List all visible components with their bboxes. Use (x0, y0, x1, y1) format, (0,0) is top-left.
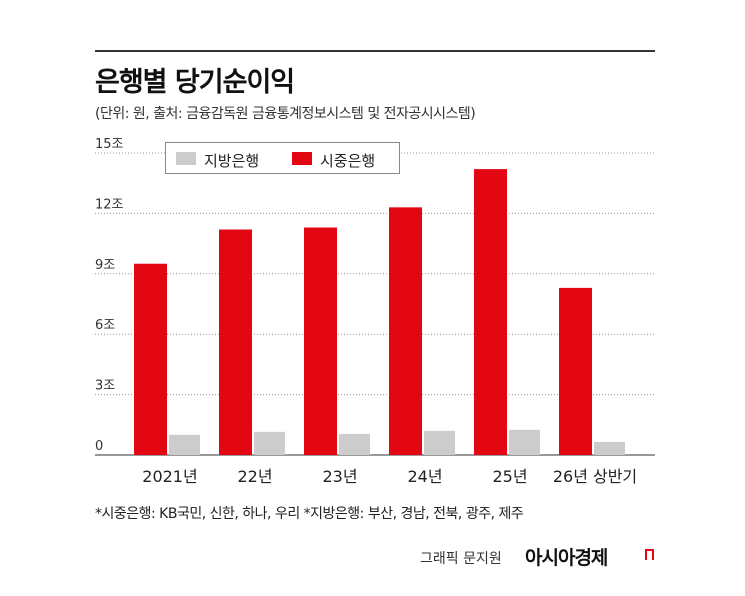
x-tick-label: 25년 (492, 467, 527, 486)
brand-mark-icon (645, 549, 654, 560)
y-tick-label: 6조 (95, 318, 115, 333)
x-tick-label: 2021년 (142, 467, 197, 486)
x-tick-label: 24년 (407, 467, 442, 486)
y-tick-label: 15조 (95, 137, 124, 152)
bar-local (594, 441, 625, 455)
legend-swatch-commercial (292, 152, 312, 165)
chart-subtitle: (단위: 원, 출처: 금융감독원 금융통계정보시스템 및 전자공시시스템) (95, 106, 476, 122)
legend-label-commercial: 시중은행 (320, 152, 376, 170)
bar-local (424, 430, 455, 455)
bar-commercial (389, 207, 422, 455)
bar-commercial (474, 169, 507, 455)
brand-logo: 아시아경제 (525, 547, 608, 569)
x-tick-label: 23년 (322, 467, 357, 486)
graphic-credit: 그래픽 문지원 (420, 551, 502, 567)
y-tick-label: 0 (95, 439, 103, 454)
bar-local (509, 429, 540, 455)
bar-commercial (559, 287, 592, 455)
x-tick-label: 26년 상반기 (553, 467, 637, 486)
footnote: *시중은행: KB국민, 신한, 하나, 우리 *지방은행: 부산, 경남, 전… (95, 506, 524, 522)
chart-title: 은행별 당기순이익 (95, 67, 295, 98)
legend: 지방은행 시중은행 (165, 142, 400, 174)
x-tick-label: 22년 (237, 467, 272, 486)
bar-commercial (134, 263, 167, 455)
y-tick-label: 9조 (95, 258, 115, 273)
bar-local (169, 434, 200, 455)
bar-local (339, 433, 370, 455)
y-tick-label: 3조 (95, 379, 115, 394)
y-tick-label: 12조 (95, 197, 124, 212)
bar-commercial (304, 227, 337, 455)
bar-commercial (219, 229, 252, 455)
legend-swatch-local (176, 152, 196, 165)
legend-label-local: 지방은행 (204, 152, 260, 170)
top-rule (95, 50, 655, 52)
bar-local (254, 431, 285, 455)
